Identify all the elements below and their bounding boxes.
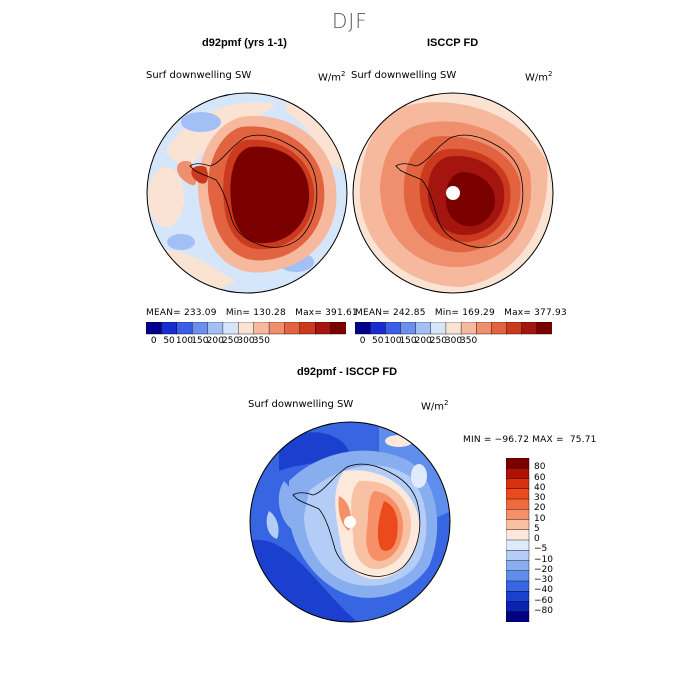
colorbar-tick-label: −20 bbox=[534, 564, 553, 575]
colorbar-swatch bbox=[506, 539, 530, 551]
colorbar-swatch bbox=[191, 322, 209, 335]
colorbar-swatch bbox=[506, 580, 530, 592]
diff-polar-map bbox=[249, 421, 451, 623]
colorbar-tick-label: −60 bbox=[534, 595, 553, 606]
model-field-label: Surf downwelling SW bbox=[146, 70, 252, 81]
colorbar-tick-label: −30 bbox=[534, 575, 553, 585]
obs-units-label: W/m2 bbox=[525, 70, 553, 84]
colorbar-swatch bbox=[315, 322, 332, 335]
colorbar-tick-label: 200 bbox=[414, 336, 432, 346]
model-polar-map bbox=[146, 92, 348, 294]
colorbar-tick-label: 350 bbox=[460, 336, 478, 346]
diff-colorbar-ticks: 80 60 40 30 20 10 5 0 −5 −10 −20 −30 −40 −60 −80 bbox=[534, 458, 574, 622]
colorbar-swatch bbox=[506, 322, 523, 335]
colorbar-swatch bbox=[299, 322, 316, 335]
season-title: DJF bbox=[332, 9, 368, 33]
colorbar-swatch bbox=[506, 601, 530, 613]
colorbar-tick-label: 100 bbox=[175, 336, 194, 346]
colorbar-tick-label: 250 bbox=[429, 336, 447, 346]
colorbar-swatch bbox=[506, 488, 530, 500]
model-colorbar-ticks: 0 50 100 150 200 250 300 350 bbox=[146, 336, 346, 348]
colorbar-swatch bbox=[385, 322, 401, 335]
colorbar-swatch bbox=[330, 322, 346, 335]
diff-field-label: Surf downwelling SW bbox=[248, 399, 354, 410]
colorbar-tick-label: 10 bbox=[534, 513, 546, 524]
colorbar-swatch bbox=[445, 322, 462, 335]
colorbar-swatch bbox=[355, 322, 371, 335]
colorbar-tick-label: 250 bbox=[222, 336, 240, 346]
colorbar-tick-label: 300 bbox=[237, 336, 255, 346]
colorbar-swatch bbox=[506, 529, 530, 541]
colorbar-swatch bbox=[369, 322, 386, 335]
colorbar-swatch bbox=[506, 509, 530, 521]
colorbar-tick-label: 0 bbox=[534, 534, 540, 544]
colorbar-swatch bbox=[176, 322, 193, 335]
colorbar-swatch bbox=[506, 611, 530, 622]
colorbar-swatch bbox=[430, 322, 447, 335]
colorbar-swatch bbox=[238, 322, 255, 335]
colorbar-tick-label: −5 bbox=[534, 544, 548, 555]
colorbar-tick-label: 60 bbox=[534, 472, 546, 483]
colorbar-tick-label: 0 bbox=[359, 336, 366, 346]
colorbar-swatch bbox=[146, 322, 162, 335]
model-panel-title: d92pmf (yrs 1-1) bbox=[202, 37, 287, 49]
colorbar-swatch bbox=[506, 560, 530, 572]
colorbar-swatch bbox=[506, 468, 530, 480]
colorbar-tick-label: 200 bbox=[206, 336, 224, 346]
colorbar-swatch bbox=[415, 322, 432, 335]
colorbar-swatch bbox=[222, 322, 239, 335]
colorbar-tick-label: 350 bbox=[252, 336, 270, 346]
colorbar-tick-label: −40 bbox=[534, 585, 553, 596]
colorbar-swatch bbox=[460, 322, 477, 335]
colorbar-tick-label: 50 bbox=[371, 336, 384, 346]
colorbar-swatch bbox=[506, 478, 530, 490]
diff-panel-title: d92pmf - ISCCP FD bbox=[297, 366, 398, 378]
colorbar-swatch bbox=[506, 519, 530, 531]
colorbar-swatch bbox=[521, 322, 538, 335]
colorbar-tick-label: 50 bbox=[163, 336, 175, 346]
colorbar-tick-label: 20 bbox=[534, 503, 546, 514]
colorbar-tick-label: 150 bbox=[191, 336, 209, 346]
obs-polar-map bbox=[352, 92, 554, 294]
colorbar-tick-label: 30 bbox=[534, 493, 546, 503]
colorbar-tick-label: 40 bbox=[534, 482, 546, 493]
colorbar-swatch bbox=[506, 570, 530, 582]
diff-minmax: MIN = −96.72 MAX = 75.71 bbox=[463, 435, 597, 445]
obs-panel-title: ISCCP FD bbox=[427, 37, 479, 49]
colorbar-swatch bbox=[268, 322, 285, 335]
model-stats: MEAN= 233.09 Min= 130.28 Max= 391.61 bbox=[146, 308, 358, 318]
diff-colorbar bbox=[506, 458, 530, 622]
colorbar-swatch bbox=[253, 322, 270, 335]
colorbar-tick-label: 150 bbox=[399, 336, 417, 346]
colorbar-tick-label: 100 bbox=[384, 336, 402, 346]
diff-units-label: W/m2 bbox=[421, 399, 449, 413]
model-units-label: W/m2 bbox=[318, 70, 346, 84]
colorbar-tick-label: 300 bbox=[444, 336, 463, 346]
colorbar-swatch bbox=[161, 322, 178, 335]
colorbar-swatch bbox=[476, 322, 492, 335]
colorbar-tick-label: 0 bbox=[150, 336, 157, 346]
colorbar-swatch bbox=[506, 591, 530, 603]
obs-colorbar bbox=[355, 322, 552, 335]
model-colorbar bbox=[146, 322, 346, 335]
obs-field-label: Surf downwelling SW bbox=[351, 70, 457, 81]
colorbar-tick-label: 5 bbox=[534, 523, 540, 534]
colorbar-swatch bbox=[506, 458, 530, 469]
colorbar-swatch bbox=[536, 322, 552, 335]
colorbar-swatch bbox=[506, 498, 530, 510]
colorbar-tick-label: −10 bbox=[534, 554, 553, 565]
obs-colorbar-ticks: 0 50 100 150 200 250 300 350 bbox=[355, 336, 552, 348]
colorbar-swatch bbox=[284, 322, 301, 335]
obs-stats: MEAN= 242.85 Min= 169.29 Max= 377.93 bbox=[355, 308, 567, 318]
colorbar-swatch bbox=[491, 322, 508, 335]
colorbar-swatch bbox=[400, 322, 417, 335]
colorbar-swatch bbox=[506, 550, 530, 562]
colorbar-tick-label: −80 bbox=[534, 605, 553, 616]
colorbar-tick-label: 80 bbox=[534, 462, 546, 473]
colorbar-swatch bbox=[207, 322, 224, 335]
